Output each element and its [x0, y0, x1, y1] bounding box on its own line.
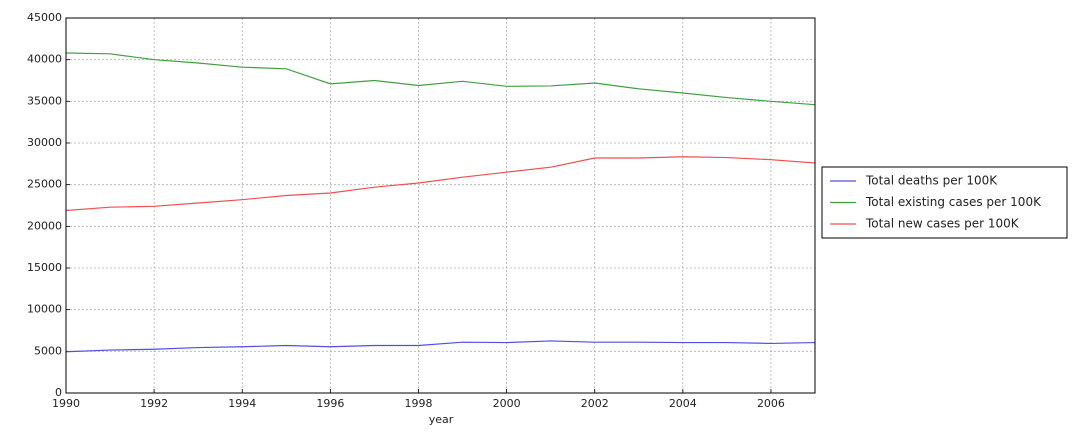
- x-tick-label: 2006: [757, 397, 785, 410]
- legend-label: Total new cases per 100K: [865, 217, 1020, 231]
- x-tick-label: 1994: [228, 397, 256, 410]
- y-tick-label: 0: [55, 386, 62, 399]
- legend: Total deaths per 100K Total existing case…: [821, 166, 1068, 239]
- legend-label: Total deaths per 100K: [865, 174, 998, 188]
- legend-box: [821, 166, 1068, 239]
- x-tick-label: 2002: [581, 397, 609, 410]
- y-tick-label: 40000: [27, 53, 62, 66]
- x-tick-label: 1998: [404, 397, 432, 410]
- plot-frame: [65, 17, 816, 394]
- y-tick-label: 20000: [27, 219, 62, 232]
- series-line: [65, 340, 816, 353]
- legend-label: Total existing cases per 100K: [865, 195, 1042, 209]
- y-tick-label: 35000: [27, 94, 62, 107]
- y-tick-label: 30000: [27, 136, 62, 149]
- y-tick-label: 25000: [27, 178, 62, 191]
- x-tick-label: 2004: [669, 397, 697, 410]
- series-line: [65, 52, 816, 106]
- x-tick-label: 1990: [52, 397, 80, 410]
- y-tick-label: 10000: [27, 303, 62, 316]
- x-axis-label: year: [429, 413, 454, 426]
- y-tick-label: 45000: [27, 11, 62, 24]
- x-tick-label: 1992: [140, 397, 168, 410]
- y-tick-label: 5000: [34, 344, 62, 357]
- series-line: [65, 156, 816, 212]
- x-tick-label: 1996: [316, 397, 344, 410]
- y-tick-label: 15000: [27, 261, 62, 274]
- x-tick-label: 2000: [493, 397, 521, 410]
